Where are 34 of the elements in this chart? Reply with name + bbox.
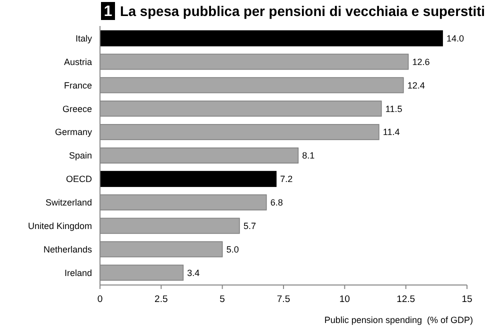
chart-title: La spesa pubblica per pensioni di vecchiaia e superstiti [120,3,490,19]
y-tick-label: Spain [68,150,92,161]
bar [100,30,443,46]
data-label: 7.2 [280,174,293,184]
x-tick-label: 15 [462,294,472,305]
y-tick-label: Netherlands [43,244,92,254]
y-tick-label: OECD [66,174,92,184]
y-tick-label: Greece [62,104,92,114]
y-tick-label: Italy [75,33,92,44]
data-label: 11.4 [382,127,400,138]
x-tick-label: 10 [339,294,350,305]
x-tick-label: 2.5 [154,294,168,305]
x-tick-label: 0 [97,294,103,305]
number-badge: 1 [101,2,115,20]
data-label: 6.8 [270,198,283,208]
data-label: 5.0 [226,244,239,254]
data-label: 5.7 [243,220,256,231]
y-tick-label: United Kingdom [28,220,92,231]
bar [100,170,277,187]
x-tick-label: 5 [220,294,225,305]
data-label: 8.1 [302,150,315,161]
y-tick-label: Germany [54,127,92,138]
x-tick-label: 12.5 [396,294,416,305]
y-tick-label: Switzerland [45,198,92,208]
data-label: 12.6 [412,56,430,67]
data-label: 12.4 [407,80,425,90]
data-label: 14.0 [446,33,464,44]
data-label: 11.5 [385,104,402,114]
data-label: 3.4 [187,268,200,278]
x-tick-label: 7.5 [276,294,290,305]
y-tick-label: Austria [64,56,92,67]
y-tick-label: France [64,80,92,90]
x-axis-title: Public pension spending (% of GDP) [324,315,473,325]
y-tick-label: Ireland [64,268,92,278]
